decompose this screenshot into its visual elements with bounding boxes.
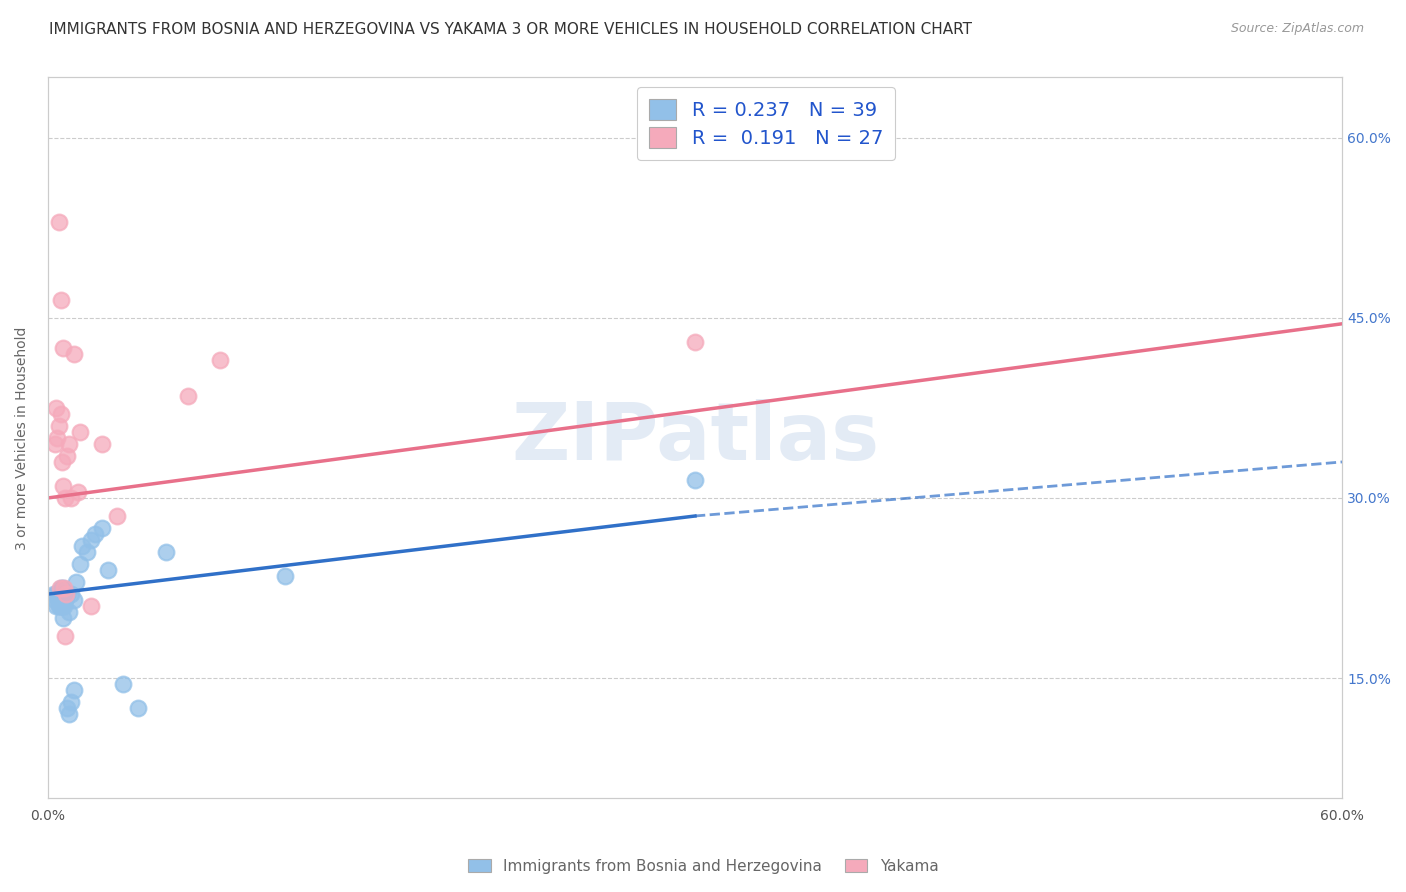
Text: IMMIGRANTS FROM BOSNIA AND HERZEGOVINA VS YAKAMA 3 OR MORE VEHICLES IN HOUSEHOLD: IMMIGRANTS FROM BOSNIA AND HERZEGOVINA V… (49, 22, 972, 37)
Point (58, 605, 80, 619)
Point (46, 587, 69, 601)
Text: ZIPatlas: ZIPatlas (510, 399, 879, 477)
Legend: Immigrants from Bosnia and Herzegovina, Yakama: Immigrants from Bosnia and Herzegovina, … (461, 853, 945, 880)
Point (274, 569, 297, 583)
Point (72, 539, 94, 553)
Point (51, 455, 73, 469)
Point (48, 418, 70, 433)
Point (65, 575, 87, 590)
Text: Source: ZipAtlas.com: Source: ZipAtlas.com (1230, 22, 1364, 36)
Point (155, 545, 177, 559)
Point (48, 214, 70, 228)
Point (80, 599, 103, 614)
Point (76, 545, 98, 559)
Point (58, 437, 80, 451)
Point (105, 508, 128, 523)
Point (44, 437, 66, 451)
Point (49, 293, 72, 307)
Point (44, 593, 66, 607)
Point (90, 521, 112, 535)
Point (49, 581, 72, 595)
Point (49, 587, 72, 601)
Point (90, 437, 112, 451)
Point (51, 599, 73, 614)
Point (53, 593, 76, 607)
Point (84, 527, 107, 541)
Point (55, 587, 77, 601)
Point (48, 599, 70, 614)
Point (69, 557, 91, 571)
Point (52, 581, 75, 595)
Point (44, 587, 66, 601)
Point (56, 587, 79, 601)
Point (45, 599, 67, 614)
Legend: R = 0.237   N = 39, R =  0.191   N = 27: R = 0.237 N = 39, R = 0.191 N = 27 (637, 87, 896, 160)
Point (56, 701, 79, 715)
Point (52, 611, 75, 625)
Point (48, 581, 70, 595)
Point (60, 587, 83, 601)
Point (177, 389, 200, 403)
Point (69, 425, 91, 439)
Point (46, 431, 69, 445)
Point (52, 479, 75, 493)
Point (52, 599, 75, 614)
Point (48, 599, 70, 614)
Point (52, 341, 75, 355)
Point (55, 587, 77, 601)
Point (112, 677, 135, 691)
Point (45, 401, 67, 415)
Point (66, 485, 89, 500)
Point (52, 581, 75, 595)
Point (53, 593, 76, 607)
Point (62, 683, 84, 698)
Point (48, 593, 70, 607)
Point (56, 449, 79, 463)
Point (80, 533, 103, 547)
Point (58, 707, 80, 722)
Point (683, 473, 706, 487)
Point (683, 334, 706, 349)
Point (62, 347, 84, 361)
Y-axis label: 3 or more Vehicles in Household: 3 or more Vehicles in Household (15, 326, 30, 549)
Point (60, 491, 83, 505)
Point (60, 695, 83, 709)
Point (49, 407, 72, 421)
Point (209, 352, 232, 367)
Point (97, 563, 120, 577)
Point (53, 629, 76, 643)
Point (53, 491, 76, 505)
Point (62, 593, 84, 607)
Point (45, 587, 67, 601)
Point (127, 701, 149, 715)
Point (49, 599, 72, 614)
